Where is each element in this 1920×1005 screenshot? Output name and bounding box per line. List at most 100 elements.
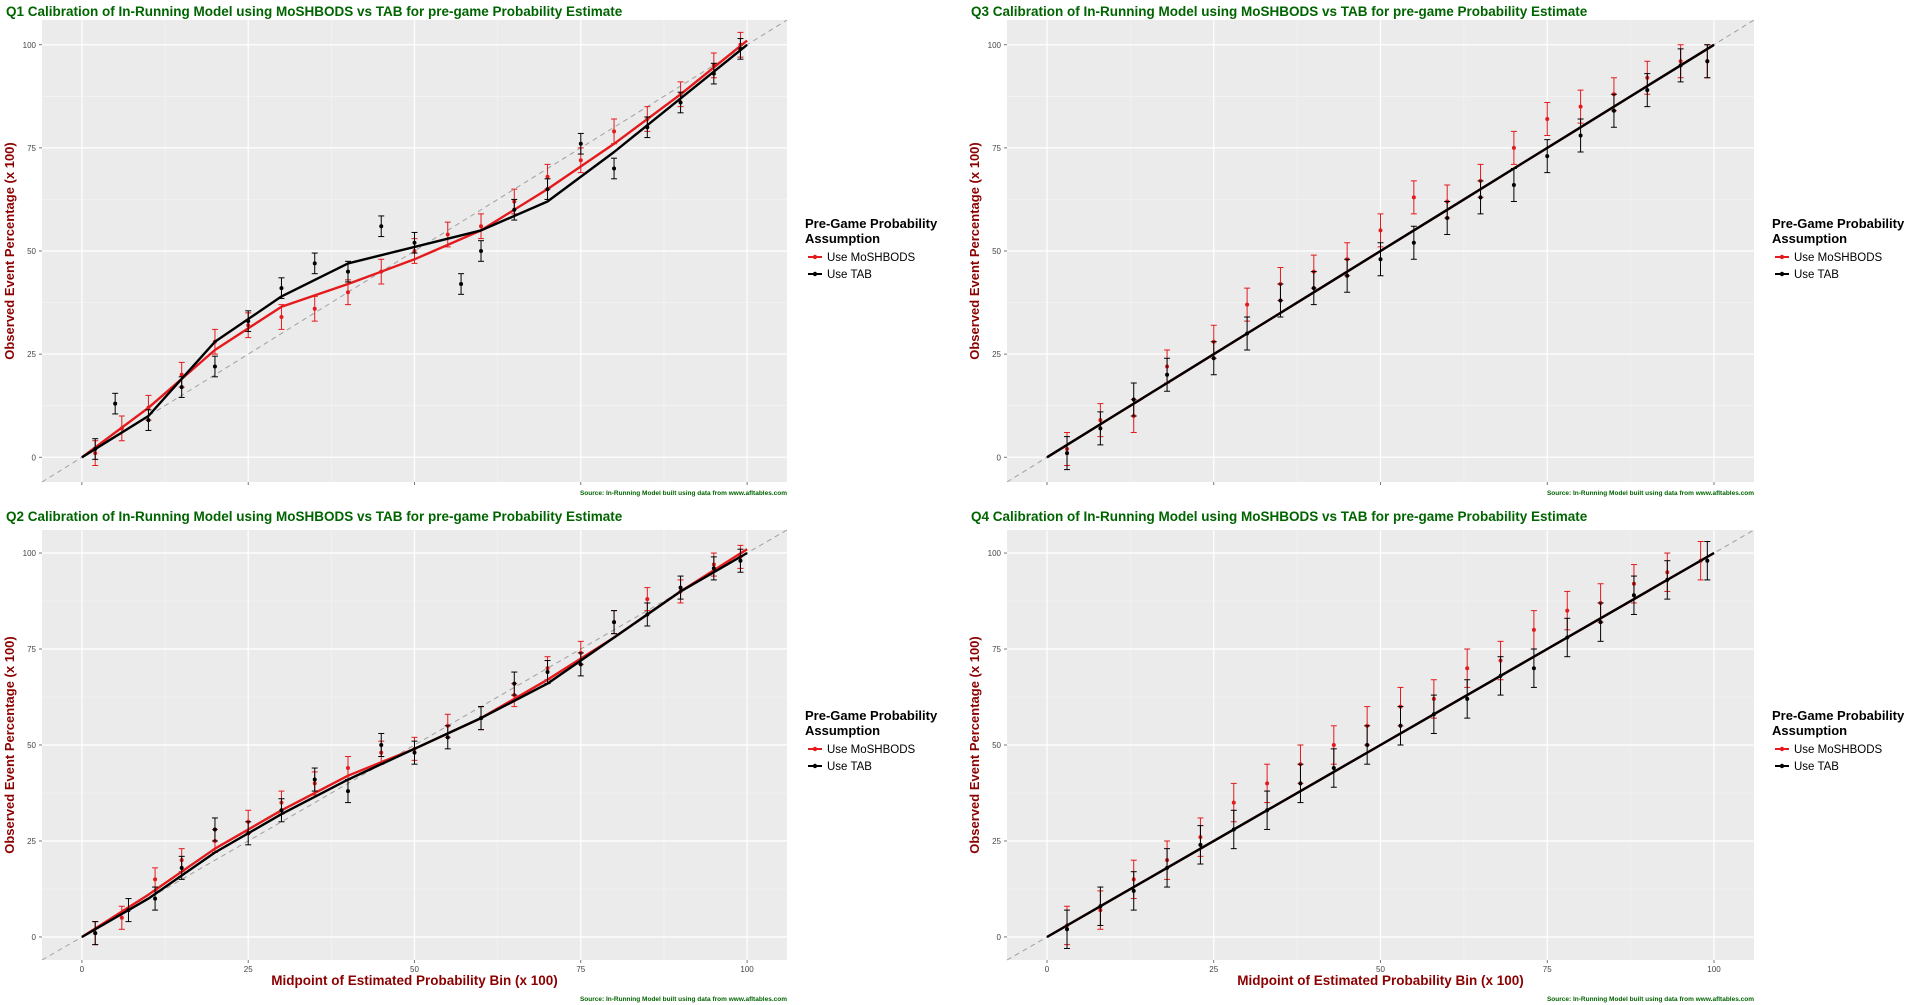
data-point: [612, 129, 617, 134]
y-tick-label: 50: [992, 247, 1001, 256]
data-point: [545, 670, 550, 675]
y-axis-label: Observed Event Percentage (x 100): [967, 636, 982, 854]
data-point: [1331, 766, 1336, 771]
y-tick-label: 0: [32, 453, 37, 462]
legend-key-point: [812, 746, 818, 752]
data-point: [212, 827, 217, 832]
x-tick-label: 0: [1045, 965, 1050, 974]
data-point: [445, 232, 450, 237]
data-point: [1531, 627, 1536, 632]
data-point: [412, 750, 417, 755]
data-point: [1545, 117, 1550, 121]
data-point: [445, 735, 450, 740]
legend-key-point: [812, 271, 818, 277]
data-point: [1445, 216, 1450, 220]
x-tick-label: 75: [576, 965, 585, 974]
legend-title-line2: Assumption: [1772, 231, 1847, 246]
data-point: [1311, 286, 1316, 291]
y-tick-label: 50: [992, 741, 1001, 750]
legend-item-label: Use MoSHBODS: [827, 744, 916, 756]
x-tick-label: 100: [1707, 965, 1721, 974]
y-axis-label: Observed Event Percentage (x 100): [2, 142, 17, 360]
x-tick-label: 100: [740, 965, 754, 974]
data-point: [512, 681, 517, 686]
data-point: [1598, 620, 1603, 625]
smooth-line: [1046, 551, 1715, 939]
y-tick-label: 50: [27, 247, 36, 256]
data-point: [1365, 743, 1370, 747]
y-tick-label: 0: [32, 933, 37, 942]
y-tick-label: 100: [988, 549, 1002, 558]
legend-key-point: [1779, 763, 1785, 769]
series-tab: [81, 38, 748, 460]
chart-q1: Q1 Calibration of In-Running Model using…: [2, 4, 938, 497]
data-point: [1465, 666, 1470, 671]
data-point: [279, 315, 284, 319]
x-tick-label: 50: [410, 965, 419, 974]
data-point: [212, 364, 217, 369]
y-tick-label: 25: [992, 350, 1001, 359]
data-point: [1065, 927, 1070, 932]
data-point: [711, 566, 716, 571]
legend-title: Pre-Game Probability: [1772, 708, 1905, 723]
legend-title-line2: Assumption: [805, 723, 880, 738]
data-point: [1211, 356, 1216, 361]
data-point: [1345, 273, 1350, 278]
data-point: [1611, 108, 1616, 113]
chart-title: Q4 Calibration of In-Running Model using…: [971, 509, 1588, 524]
data-point: [179, 385, 184, 390]
data-point: [119, 915, 124, 920]
y-tick-label: 75: [992, 144, 1001, 153]
y-tick-label: 25: [992, 837, 1001, 846]
chart-title: Q2 Calibration of In-Running Model using…: [6, 509, 623, 524]
data-point: [1198, 842, 1203, 847]
series-tab: [1046, 43, 1715, 471]
data-point: [512, 207, 517, 212]
x-axis-label: Midpoint of Estimated Probability Bin (x…: [1237, 973, 1524, 988]
data-point: [1411, 240, 1416, 245]
reference-diagonal: [41, 19, 788, 483]
data-point: [1331, 743, 1336, 747]
chart-q4: Q4 Calibration of In-Running Model using…: [967, 509, 1905, 1003]
smooth-line: [81, 551, 748, 939]
x-axis-label: Midpoint of Estimated Probability Bin (x…: [271, 973, 558, 988]
source-caption: Source: In-Running Model built using dat…: [1547, 996, 1754, 1003]
data-point: [379, 224, 384, 229]
data-point: [545, 187, 550, 192]
y-tick-label: 75: [992, 645, 1001, 654]
data-point: [179, 865, 184, 870]
data-point: [545, 174, 550, 179]
data-point: [146, 418, 151, 423]
data-point: [153, 877, 158, 882]
data-point: [1298, 781, 1303, 786]
data-point: [1545, 154, 1550, 159]
legend-key-point: [1779, 271, 1785, 277]
series-moshbods: [81, 31, 748, 466]
legend-title-line2: Assumption: [805, 231, 880, 246]
y-tick-label: 75: [27, 645, 36, 654]
series-tab: [81, 548, 748, 946]
data-point: [1511, 145, 1516, 150]
smooth-line: [1046, 43, 1715, 459]
data-point: [1231, 800, 1236, 805]
data-point: [1411, 195, 1416, 200]
x-tick-label: 25: [244, 965, 253, 974]
y-tick-label: 100: [23, 549, 37, 558]
data-point: [1511, 183, 1516, 187]
x-tick-label: 75: [1543, 965, 1552, 974]
data-point: [1098, 426, 1103, 431]
chart-q3: Q3 Calibration of In-Running Model using…: [967, 4, 1905, 497]
data-point: [153, 896, 158, 901]
data-point: [1131, 888, 1136, 893]
data-point: [612, 620, 617, 625]
data-point: [479, 224, 484, 229]
data-point: [1705, 558, 1710, 563]
legend-key-point: [1779, 254, 1785, 260]
legend-title-line2: Assumption: [1772, 723, 1847, 738]
data-point: [678, 100, 683, 105]
data-point: [578, 662, 583, 667]
data-point: [1131, 397, 1136, 402]
